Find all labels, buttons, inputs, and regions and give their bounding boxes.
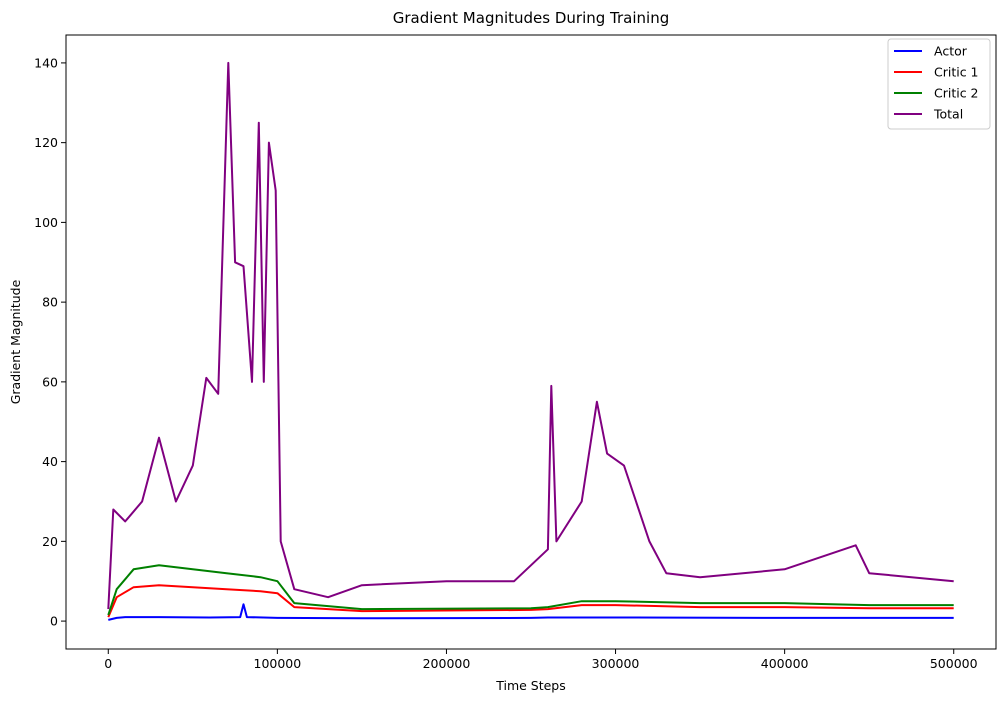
y-axis: 0 20 40 60 80 100 120 140 xyxy=(34,55,66,629)
series-line-critic-2 xyxy=(107,564,954,616)
x-tick-label: 400000 xyxy=(761,656,809,671)
legend: Actor Critic 1 Critic 2 Total xyxy=(887,38,991,130)
x-tick-label: 500000 xyxy=(930,656,978,671)
x-tick-label: 200000 xyxy=(423,656,471,671)
y-tick-label: 120 xyxy=(34,135,58,150)
legend-label-actor: Actor xyxy=(934,44,968,59)
plot-area-frame xyxy=(65,34,997,650)
x-axis-label: Time Steps xyxy=(495,678,566,693)
y-tick-label: 100 xyxy=(34,215,58,230)
series-layer xyxy=(107,61,954,621)
series-line-total xyxy=(107,61,954,610)
legend-label-total: Total xyxy=(933,107,963,122)
y-tick-label: 20 xyxy=(42,534,58,549)
series-line-critic-1 xyxy=(107,584,954,618)
y-tick-label: 140 xyxy=(34,55,58,70)
series-line-actor xyxy=(108,603,954,621)
x-tick-label: 100000 xyxy=(254,656,302,671)
x-axis: 0 100000 200000 300000 400000 500000 xyxy=(104,649,978,671)
x-tick-label: 0 xyxy=(104,656,112,671)
x-tick-label: 300000 xyxy=(592,656,640,671)
y-tick-label: 0 xyxy=(50,614,58,629)
y-tick-label: 60 xyxy=(42,374,58,389)
legend-label-critic-1: Critic 1 xyxy=(934,65,979,80)
y-tick-label: 40 xyxy=(42,454,58,469)
chart-title: Gradient Magnitudes During Training xyxy=(393,9,669,27)
y-axis-label: Gradient Magnitude xyxy=(8,279,23,404)
legend-label-critic-2: Critic 2 xyxy=(934,86,979,101)
y-tick-label: 80 xyxy=(42,295,58,310)
legend-box xyxy=(887,38,991,130)
